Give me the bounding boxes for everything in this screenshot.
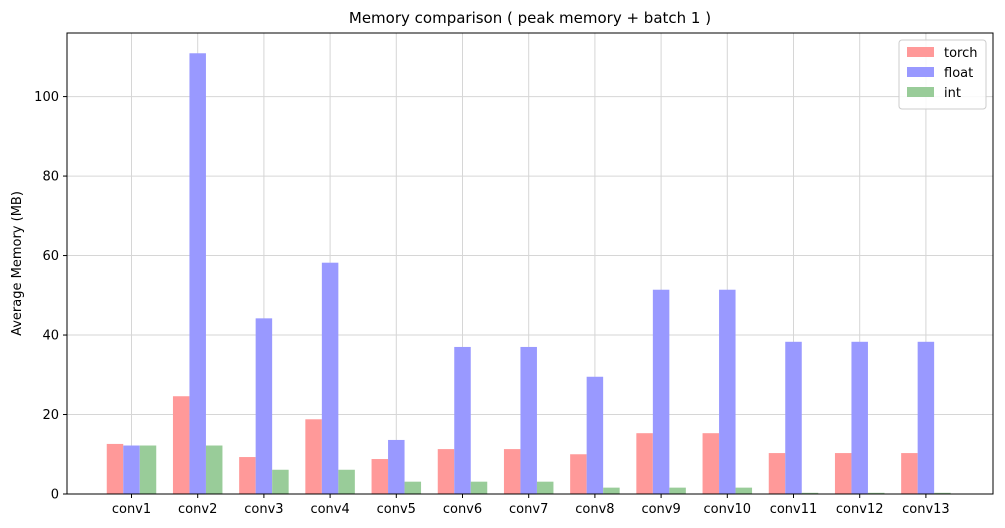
x-tick-label: conv7 <box>509 502 548 517</box>
bar-int-conv8 <box>603 487 620 494</box>
bar-float-conv12 <box>851 341 868 494</box>
bar-float-conv10 <box>719 289 736 494</box>
bar-torch-conv13 <box>901 453 918 494</box>
bar-torch-conv4 <box>305 419 322 494</box>
x-tick-label: conv13 <box>902 502 950 517</box>
bar-int-conv2 <box>205 445 223 494</box>
bars <box>106 53 951 495</box>
bar-int-conv4 <box>338 469 355 494</box>
bar-torch-conv1 <box>106 443 124 494</box>
bar-float-conv8 <box>586 376 604 494</box>
bar-float-conv4 <box>321 262 339 494</box>
bar-torch-conv6 <box>437 449 455 494</box>
bar-torch-conv9 <box>636 433 653 494</box>
bar-int-conv6 <box>470 481 488 494</box>
x-tick-label: conv8 <box>575 502 614 517</box>
bar-torch-conv2 <box>172 396 190 494</box>
bar-float-conv9 <box>652 289 670 494</box>
bar-int-conv1 <box>139 445 157 494</box>
bar-int-conv11 <box>801 492 819 494</box>
bar-float-conv7 <box>520 346 537 494</box>
x-tick-label: conv2 <box>178 502 217 517</box>
x-tick-label: conv10 <box>704 502 752 517</box>
bar-float-conv3 <box>255 318 273 494</box>
y-tick-label: 0 <box>51 488 59 503</box>
y-tick-label: 100 <box>34 90 59 105</box>
y-tick-label: 40 <box>42 329 59 344</box>
ticks: 0 20 40 60 80 100 conv1 conv2 conv3 conv4 conv5 con… <box>34 90 950 517</box>
bar-float-conv1 <box>123 445 140 494</box>
bar-float-conv5 <box>388 439 405 494</box>
x-tick-label: conv1 <box>112 502 151 517</box>
bar-torch-conv7 <box>503 449 521 494</box>
legend-swatch-torch <box>907 47 934 57</box>
bar-float-conv11 <box>785 341 802 494</box>
bar-int-conv3 <box>272 469 289 494</box>
legend-label-torch: torch <box>944 46 978 61</box>
bar-int-conv9 <box>669 487 686 494</box>
legend-swatch-int <box>907 87 934 97</box>
y-tick-label: 80 <box>42 170 59 185</box>
legend: torch float int <box>898 39 987 110</box>
x-tick-label: conv12 <box>836 502 884 517</box>
x-tick-label: conv11 <box>770 502 818 517</box>
bar-torch-conv5 <box>371 459 389 494</box>
y-tick-label: 20 <box>42 408 59 423</box>
legend-swatch-float <box>907 67 934 77</box>
bar-torch-conv10 <box>702 433 720 494</box>
x-tick-label: conv3 <box>244 502 283 517</box>
x-tick-label: conv4 <box>310 502 349 517</box>
bar-torch-conv3 <box>239 457 256 494</box>
bar-float-conv6 <box>454 346 471 494</box>
bar-int-conv7 <box>536 481 554 494</box>
bar-torch-conv12 <box>834 453 852 494</box>
bar-float-conv2 <box>189 53 206 495</box>
bar-float-conv13 <box>917 341 935 494</box>
plot-frame <box>66 32 994 495</box>
bar-torch-conv11 <box>768 453 786 494</box>
x-tick-label: conv9 <box>641 502 680 517</box>
bar-torch-conv8 <box>570 454 587 494</box>
bar-int-conv10 <box>735 487 753 494</box>
legend-label-float: float <box>944 66 973 81</box>
y-axis-label: Average Memory (MB) <box>10 191 25 336</box>
legend-label-int: int <box>944 86 961 101</box>
bar-int-conv13 <box>934 492 951 494</box>
y-tick-label: 60 <box>42 249 59 264</box>
chart-title: Memory comparison ( peak memory + batch … <box>349 9 711 27</box>
bar-int-conv5 <box>404 481 422 494</box>
bar-int-conv12 <box>867 492 885 494</box>
x-tick-label: conv5 <box>377 502 416 517</box>
x-tick-label: conv6 <box>443 502 482 517</box>
